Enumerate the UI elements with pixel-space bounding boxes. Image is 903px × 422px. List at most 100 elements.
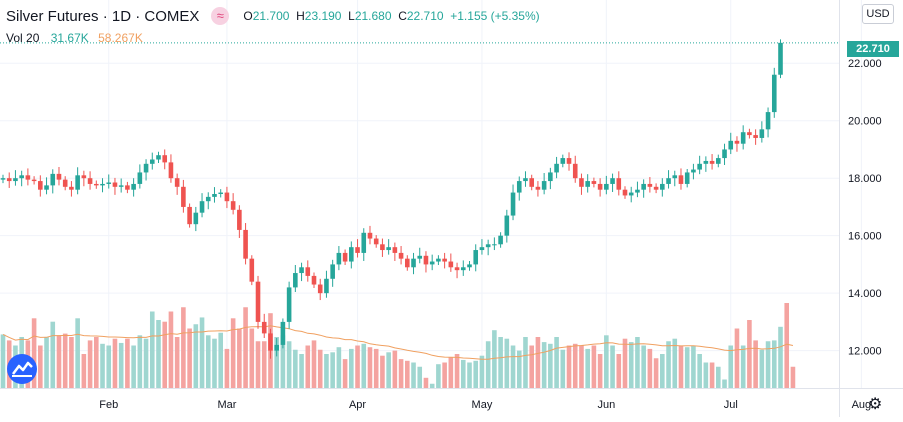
candle-body bbox=[778, 42, 783, 75]
candle-body bbox=[268, 333, 273, 351]
candle-body bbox=[560, 158, 566, 164]
volume-bar bbox=[492, 330, 497, 388]
volume-bar bbox=[81, 354, 87, 388]
candle-body bbox=[610, 178, 615, 184]
volume-legend[interactable]: Vol 20 31.67K 58.267K bbox=[6, 31, 143, 45]
candle-body bbox=[193, 212, 199, 225]
volume-bar bbox=[94, 337, 99, 388]
candle-body bbox=[324, 278, 329, 294]
volume-bar bbox=[691, 345, 696, 388]
gear-icon[interactable]: ⚙ bbox=[868, 396, 883, 413]
volume-bar bbox=[187, 328, 192, 388]
candle-body bbox=[181, 186, 186, 207]
candle-body bbox=[672, 175, 678, 179]
candle-body bbox=[479, 247, 485, 251]
x-tick-label: Mar bbox=[217, 399, 236, 411]
candle-body bbox=[38, 181, 43, 190]
volume-bar bbox=[585, 348, 590, 388]
candle-body bbox=[386, 247, 391, 251]
candle-body bbox=[199, 201, 205, 213]
volume-bar bbox=[535, 337, 541, 388]
chart-header: Silver Futures · 1D · COMEX ≈ O21.700 H2… bbox=[6, 6, 540, 26]
candle-body bbox=[722, 149, 727, 159]
volume-bar bbox=[516, 350, 522, 388]
candle-body bbox=[498, 235, 503, 245]
volume-bar bbox=[398, 359, 404, 388]
candle-body bbox=[293, 273, 298, 288]
candle-body bbox=[125, 185, 130, 190]
volume-bar bbox=[566, 345, 572, 388]
candle-body bbox=[286, 287, 292, 322]
volume-bar bbox=[722, 379, 727, 388]
candle-body bbox=[50, 173, 56, 186]
candle-body bbox=[149, 159, 155, 164]
volume-bar bbox=[106, 345, 112, 388]
y-tick-label: 12.000 bbox=[848, 346, 882, 358]
volume-bar bbox=[765, 341, 771, 388]
volume-bar bbox=[143, 338, 149, 388]
candle-body bbox=[106, 182, 112, 184]
volume-bar bbox=[616, 354, 622, 388]
candle-body bbox=[118, 185, 124, 187]
candle-body bbox=[261, 321, 267, 334]
volume-bar bbox=[684, 347, 690, 388]
volume-bar bbox=[423, 377, 429, 388]
volume-bar bbox=[349, 348, 354, 388]
candle-body bbox=[237, 209, 242, 230]
candle-body bbox=[747, 132, 752, 136]
x-tick-label: Feb bbox=[99, 399, 118, 411]
currency-button[interactable]: USD bbox=[862, 4, 894, 24]
candle-body bbox=[373, 238, 379, 245]
candle-body bbox=[75, 175, 80, 190]
volume-bar bbox=[162, 321, 168, 388]
volume-bar bbox=[660, 354, 665, 388]
candle-body bbox=[529, 178, 534, 187]
volume-bar bbox=[541, 342, 547, 388]
candle-body bbox=[473, 250, 479, 265]
tradingview-logo-icon[interactable] bbox=[7, 354, 37, 384]
volume-bar bbox=[174, 337, 180, 388]
candle-body bbox=[448, 261, 454, 268]
volume-bar bbox=[473, 360, 479, 388]
candle-body bbox=[342, 252, 348, 262]
candle-body bbox=[380, 244, 385, 251]
volume-bar bbox=[460, 359, 466, 388]
y-tick-label: 22.000 bbox=[848, 58, 882, 70]
candle-body bbox=[44, 185, 49, 190]
candle-body bbox=[554, 163, 559, 173]
volume-bar bbox=[373, 348, 379, 388]
volume-bar bbox=[50, 321, 56, 388]
candle-body bbox=[218, 192, 223, 194]
candle-body bbox=[156, 155, 161, 160]
candle-body bbox=[25, 175, 31, 180]
candle-body bbox=[62, 179, 68, 187]
candle-body bbox=[728, 140, 734, 150]
volume-bar bbox=[299, 354, 304, 388]
volume-bar bbox=[330, 352, 335, 388]
volume-bar bbox=[243, 307, 248, 388]
volume-bar bbox=[62, 333, 68, 388]
x-tick-label: Jun bbox=[597, 399, 615, 411]
volume-bar bbox=[355, 345, 360, 388]
volume-value: 31.67K bbox=[50, 31, 89, 45]
volume-bar bbox=[740, 345, 746, 388]
candle-body bbox=[330, 264, 335, 279]
candle-body bbox=[716, 158, 721, 164]
candle-body bbox=[635, 189, 640, 193]
candle-body bbox=[678, 175, 684, 184]
volume-bar bbox=[641, 345, 646, 388]
candle-body bbox=[367, 232, 373, 239]
volume-bar bbox=[255, 341, 261, 388]
candle-body bbox=[436, 258, 441, 262]
candle-body bbox=[516, 181, 522, 193]
candle-body bbox=[460, 267, 466, 271]
volume-bar bbox=[771, 340, 777, 388]
candle-body bbox=[566, 158, 572, 164]
candle-body bbox=[87, 178, 93, 184]
candle-body bbox=[622, 189, 628, 196]
candle-body bbox=[548, 172, 553, 182]
volume-bar bbox=[635, 337, 640, 388]
symbol-title[interactable]: Silver Futures · 1D · COMEX bbox=[6, 7, 200, 25]
